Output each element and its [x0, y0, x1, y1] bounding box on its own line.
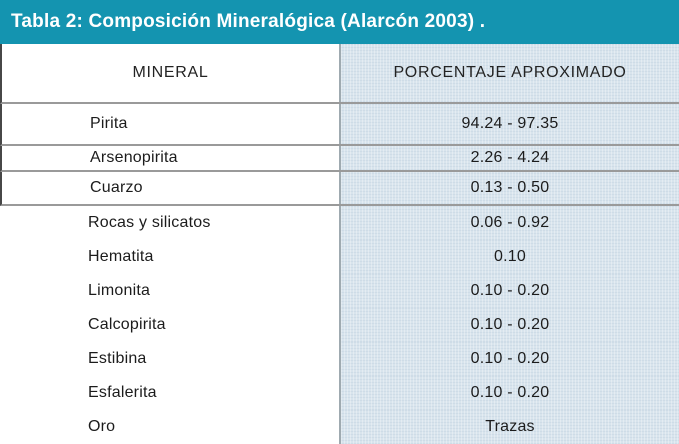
table-title: Tabla 2: Composición Mineralógica (Alarc…	[11, 11, 486, 32]
porcentaje-value-cell: 0.10 - 0.20	[339, 274, 679, 308]
mineral-name-cell: Esfalerita	[0, 376, 339, 410]
porcentaje-value-cell: 0.06 - 0.92	[339, 206, 679, 240]
porcentaje-value-cell: Trazas	[339, 410, 679, 444]
table-row-pirita: Pirita 94.24 - 97.35	[0, 104, 679, 146]
porcentaje-value-cell: 0.10 - 0.20	[339, 342, 679, 376]
mineral-name-cell: Limonita	[0, 274, 339, 308]
table-row-calcopirita: Calcopirita 0.10 - 0.20	[0, 308, 679, 342]
table-row-arsenopirita: Arsenopirita 2.26 - 4.24	[0, 146, 679, 172]
table-row-esfalerita: Esfalerita 0.10 - 0.20	[0, 376, 679, 410]
porcentaje-value-cell: 0.10 - 0.20	[339, 308, 679, 342]
column-header-porcentaje: PORCENTAJE APROXIMADO	[339, 44, 679, 102]
porcentaje-value-cell: 0.13 - 0.50	[339, 172, 679, 204]
mineral-name-cell: Pirita	[2, 104, 339, 144]
table-row-rocas-y-silicatos: Rocas y silicatos 0.06 - 0.92	[0, 206, 679, 240]
mineral-composition-table: MINERAL PORCENTAJE APROXIMADO Pirita 94.…	[0, 44, 679, 444]
mineral-name-cell: Rocas y silicatos	[0, 206, 339, 240]
mineral-name-cell: Cuarzo	[2, 172, 339, 204]
table-row-estibina: Estibina 0.10 - 0.20	[0, 342, 679, 376]
porcentaje-value-cell: 94.24 - 97.35	[339, 104, 679, 144]
porcentaje-value-cell: 2.26 - 4.24	[339, 146, 679, 170]
table-row-hematita: Hematita 0.10	[0, 240, 679, 274]
mineral-name-cell: Hematita	[0, 240, 339, 274]
mineral-name-cell: Estibina	[0, 342, 339, 376]
table-row-oro: Oro Trazas	[0, 410, 679, 444]
column-header-mineral: MINERAL	[2, 44, 339, 102]
table-header-row: MINERAL PORCENTAJE APROXIMADO	[0, 44, 679, 104]
mineral-name-cell: Oro	[0, 410, 339, 444]
table-row-limonita: Limonita 0.10 - 0.20	[0, 274, 679, 308]
porcentaje-value-cell: 0.10	[339, 240, 679, 274]
mineral-name-cell: Arsenopirita	[2, 146, 339, 170]
table-row-cuarzo: Cuarzo 0.13 - 0.50	[0, 172, 679, 206]
table-title-bar: Tabla 2: Composición Mineralógica (Alarc…	[0, 0, 679, 44]
porcentaje-value-cell: 0.10 - 0.20	[339, 376, 679, 410]
mineral-name-cell: Calcopirita	[0, 308, 339, 342]
